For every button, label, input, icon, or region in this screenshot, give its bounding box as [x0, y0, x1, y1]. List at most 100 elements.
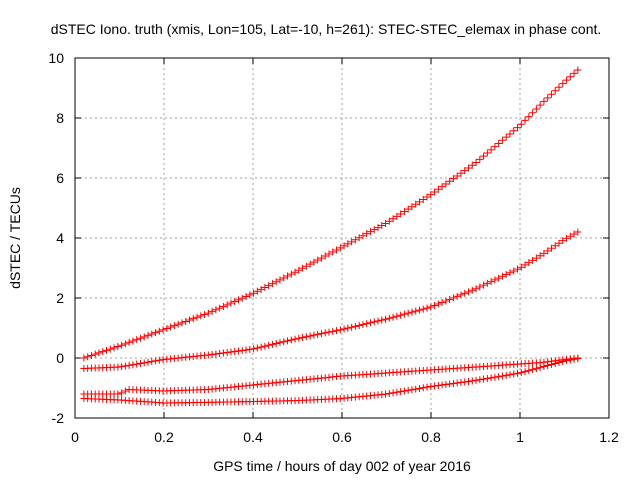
data-point-marker: [563, 234, 571, 242]
data-point-marker: [434, 382, 442, 390]
data-point-marker: [103, 346, 111, 354]
data-point-marker: [231, 298, 239, 306]
data-point-marker: [540, 97, 548, 105]
data-point-marker: [449, 294, 457, 302]
data-point-marker: [223, 301, 231, 309]
data-point-marker: [563, 357, 571, 365]
data-point-marker: [208, 307, 216, 315]
data-point-marker: [253, 287, 261, 295]
data-point-marker: [121, 340, 129, 348]
data-point-marker: [529, 366, 537, 374]
data-point-marker: [529, 109, 537, 117]
data-point-marker: [80, 354, 88, 362]
data-point-marker: [532, 365, 540, 373]
data-point-marker: [551, 87, 559, 95]
data-point-marker: [453, 172, 461, 180]
data-point-marker: [465, 164, 473, 172]
data-point-marker: [427, 383, 435, 391]
data-point-marker: [201, 310, 209, 318]
data-point-marker: [261, 283, 269, 291]
data-point-marker: [544, 362, 552, 370]
data-point-marker: [348, 238, 356, 246]
data-point-marker: [449, 175, 457, 183]
data-point-marker: [382, 390, 390, 398]
data-point-marker: [472, 285, 480, 293]
data-point-marker: [125, 361, 133, 369]
data-point-marker: [408, 308, 416, 316]
data-point-marker: [129, 337, 137, 345]
data-point-marker: [476, 376, 484, 384]
data-point-marker: [284, 272, 292, 280]
data-point-marker: [385, 314, 393, 322]
data-point-marker: [525, 367, 533, 375]
data-point-marker: [336, 326, 344, 334]
data-point-marker: [99, 348, 107, 356]
data-point-marker: [155, 327, 163, 335]
x-tick-label: 0: [71, 429, 79, 445]
data-point-marker: [219, 349, 227, 357]
data-point-marker: [419, 195, 427, 203]
data-point-marker: [155, 356, 163, 364]
data-point-marker: [431, 188, 439, 196]
data-point-marker: [506, 371, 514, 379]
data-point-marker: [555, 83, 563, 91]
data-point-marker: [125, 338, 133, 346]
data-point-marker: [185, 316, 193, 324]
data-point-marker: [140, 333, 148, 341]
data-point-marker: [378, 316, 386, 324]
data-point-marker: [204, 351, 212, 359]
data-point-marker: [400, 310, 408, 318]
data-point-marker: [276, 339, 284, 347]
data-point-marker: [491, 373, 499, 381]
data-point-marker: [547, 90, 555, 98]
data-point-marker: [363, 320, 371, 328]
data-point-marker: [148, 330, 156, 338]
data-point-marker: [574, 66, 582, 74]
data-point-marker: [118, 389, 126, 397]
data-point-marker: [344, 324, 352, 332]
data-point-marker: [310, 258, 318, 266]
data-point-marker: [415, 384, 423, 392]
data-point-marker: [325, 328, 333, 336]
x-tick-label: 1.2: [599, 429, 619, 445]
data-point-marker: [363, 230, 371, 238]
data-point-marker: [404, 205, 412, 213]
data-point-marker: [253, 344, 261, 352]
data-point-marker: [348, 323, 356, 331]
data-point-marker: [144, 358, 152, 366]
data-point-marker: [525, 113, 533, 121]
data-point-marker: [423, 193, 431, 201]
data-point-marker: [423, 383, 431, 391]
data-point-marker: [333, 327, 341, 335]
data-point-marker: [502, 371, 510, 379]
data-point-marker: [118, 363, 126, 371]
data-point-marker: [544, 247, 552, 255]
data-point-marker: [336, 244, 344, 252]
data-point-marker: [246, 345, 254, 353]
data-point-marker: [487, 374, 495, 382]
x-tick-label: 0.2: [154, 429, 174, 445]
data-point-marker: [506, 130, 514, 138]
y-tick-label: 0: [56, 350, 64, 366]
series-satellite-4: [80, 355, 582, 407]
series-satellite-2: [80, 228, 582, 372]
data-point-marker: [457, 291, 465, 299]
data-point-marker: [412, 200, 420, 208]
data-point-marker: [246, 291, 254, 299]
data-point-marker: [498, 372, 506, 380]
data-point-marker: [472, 376, 480, 384]
data-point-marker: [287, 270, 295, 278]
data-point-marker: [340, 242, 348, 250]
data-point-marker: [465, 377, 473, 385]
data-point-marker: [268, 280, 276, 288]
data-point-marker: [197, 312, 205, 320]
data-point-marker: [106, 345, 114, 353]
data-point-marker: [431, 382, 439, 390]
data-point-marker: [317, 254, 325, 262]
data-point-marker: [314, 256, 322, 264]
data-point-marker: [438, 381, 446, 389]
y-tick-label: 4: [56, 230, 64, 246]
data-point-marker: [408, 386, 416, 394]
data-point-marker: [453, 292, 461, 300]
data-point-marker: [442, 180, 450, 188]
